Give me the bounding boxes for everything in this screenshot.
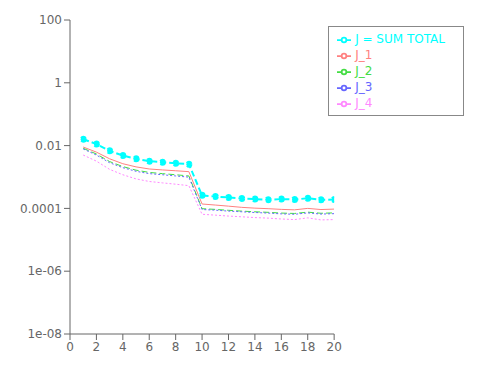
svg-text:2: 2 xyxy=(93,340,101,354)
svg-text:1e-06: 1e-06 xyxy=(27,264,62,278)
svg-text:0.01: 0.01 xyxy=(35,139,62,153)
svg-text:1: 1 xyxy=(54,76,62,90)
html-text:J_1: J_1 xyxy=(355,48,373,62)
svg-text:18: 18 xyxy=(300,340,315,354)
html-text:J = SUM TOTAL: J = SUM TOTAL xyxy=(355,32,445,46)
html-text:J_4: J_4 xyxy=(355,96,373,110)
svg-text:6: 6 xyxy=(145,340,153,354)
svg-text:0.0001: 0.0001 xyxy=(20,202,62,216)
svg-text:100: 100 xyxy=(39,13,62,27)
svg-text:0: 0 xyxy=(66,340,74,354)
svg-text:16: 16 xyxy=(274,340,289,354)
svg-text:10: 10 xyxy=(194,340,209,354)
svg-text:14: 14 xyxy=(247,340,262,354)
svg-text:8: 8 xyxy=(172,340,180,354)
html-text:J_2: J_2 xyxy=(355,64,373,78)
svg-text:4: 4 xyxy=(119,340,127,354)
svg-text:20: 20 xyxy=(327,340,342,354)
svg-text:12: 12 xyxy=(221,340,236,354)
svg-text:1e-08: 1e-08 xyxy=(27,327,62,341)
html-text:J_3: J_3 xyxy=(355,80,373,94)
